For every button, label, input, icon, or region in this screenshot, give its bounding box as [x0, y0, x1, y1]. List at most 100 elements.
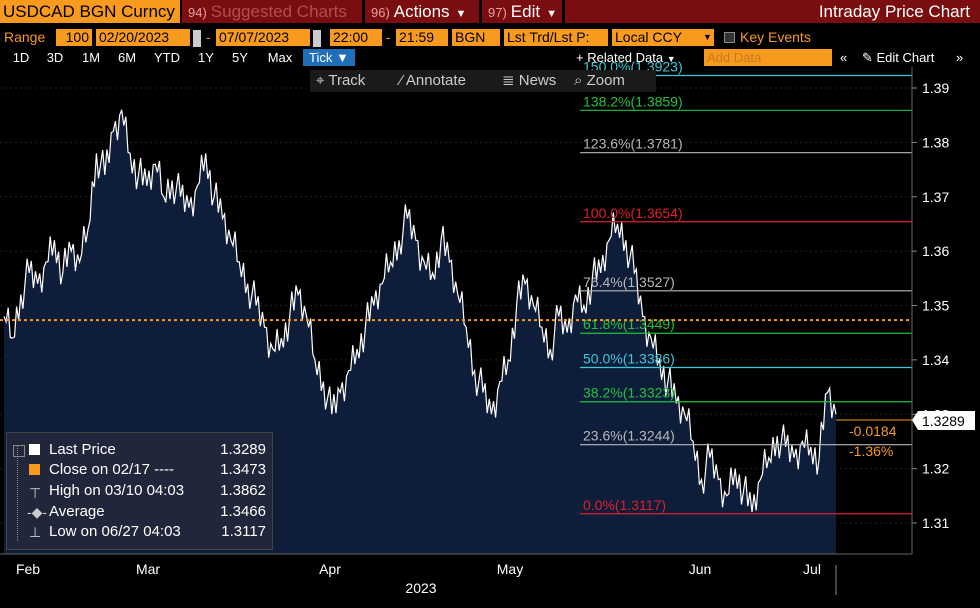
date-separator: -	[206, 29, 211, 45]
high-marker-icon: ⊤	[29, 485, 42, 501]
start-time-field[interactable]: 22:00	[330, 29, 382, 46]
period-button-1y[interactable]: 1Y	[198, 50, 214, 65]
pencil-icon: ✎	[862, 50, 877, 65]
legend-label: Low on 06/27 04:03	[49, 523, 181, 540]
collapse-icon[interactable]: «	[840, 50, 848, 65]
y-tick-label: 1.31	[922, 515, 949, 531]
track-label: Track	[328, 72, 366, 89]
chart-legend[interactable]: Last Price 1.3289 Close on 02/17 ---- 1.…	[6, 432, 273, 550]
period-button-1d[interactable]: 1D	[12, 50, 30, 65]
period-button-max[interactable]: Max	[267, 50, 293, 65]
fib-level-label: 50.0%(1.3386)	[583, 350, 675, 366]
annotate-tool[interactable]: ⁄ Annotate	[396, 70, 492, 92]
legend-value: 1.3862	[220, 482, 266, 499]
change-value: -0.0184	[849, 423, 897, 439]
legend-value: 1.3473	[220, 461, 266, 478]
x-tick-label: Feb	[16, 561, 40, 577]
calendar-icon[interactable]	[312, 29, 322, 48]
caret-down-icon[interactable]: ▼	[700, 29, 714, 46]
white-square-icon	[29, 444, 40, 455]
pencil-icon: ⁄	[400, 72, 403, 89]
fib-level-label: 38.2%(1.3323)	[583, 385, 675, 401]
actions-num: 96)	[371, 5, 390, 20]
key-events-checkbox[interactable]	[724, 32, 735, 43]
y-tick-label: 1.37	[922, 189, 949, 205]
suggested-charts-button[interactable]: 94) Suggested Charts	[182, 0, 362, 23]
plus-icon: +	[576, 50, 588, 65]
fib-level-label: 100.0%(1.3654)	[583, 205, 683, 221]
caret-down-icon: ▼	[335, 50, 349, 65]
x-tick-label: Jul	[803, 561, 821, 577]
y-tick-label: 1.34	[922, 352, 949, 368]
add-data-input[interactable]: Add Data	[704, 49, 832, 66]
y-tick-label: 1.38	[922, 134, 949, 150]
news-label: News	[518, 72, 557, 89]
end-time-field[interactable]: 21:59	[396, 29, 448, 46]
source-field[interactable]: BGN	[452, 29, 500, 46]
edit-label: Edit	[510, 2, 541, 21]
period-button-5y[interactable]: 5Y	[232, 50, 248, 65]
page-title: Intraday Price Chart	[565, 0, 980, 23]
period-button-1m[interactable]: 1M	[81, 50, 101, 65]
related-data-label: Related Data	[587, 50, 664, 65]
security-field[interactable]: USDCAD BGN Curncy	[0, 0, 180, 23]
related-data-menu[interactable]: + Related Data ▼	[576, 49, 676, 66]
edit-chart-button[interactable]: ✎ Edit Chart	[862, 49, 934, 66]
legend-item-close: Close on 02/17 ---- 1.3473	[7, 460, 272, 480]
legend-label: Average	[49, 503, 105, 520]
end-date-field[interactable]: 07/07/2023	[216, 29, 310, 46]
actions-label: Actions	[393, 2, 450, 21]
period-button-6m[interactable]: 6M	[117, 50, 137, 65]
fib-level-label: 138.2%(1.3859)	[583, 93, 683, 109]
fib-level-label: 61.8%(1.3449)	[583, 316, 675, 332]
legend-label: Close on 02/17 ----	[49, 461, 175, 478]
fib-level-label: 76.4%(1.3527)	[583, 274, 675, 290]
period-bar: 1D 3D 1M 6M YTD 1Y 5Y Max Tick ▼ + Relat…	[0, 49, 980, 67]
function-bar: USDCAD BGN Curncy 94) Suggested Charts 96…	[0, 0, 980, 24]
average-marker-icon: -◆-	[27, 504, 48, 520]
x-tick-label: May	[497, 561, 523, 577]
last-price-value: 1.3289	[922, 413, 965, 429]
period-field[interactable]: 100	[56, 29, 92, 46]
legend-label: Last Price	[49, 441, 116, 458]
year-label: 2023	[405, 580, 436, 596]
actions-menu[interactable]: 96) Actions ▼	[365, 0, 479, 23]
expand-icon[interactable]: »	[956, 50, 964, 65]
low-marker-icon: ⊥	[29, 524, 42, 540]
tick-dropdown[interactable]: Tick ▼	[303, 49, 355, 66]
time-separator: -	[386, 29, 391, 45]
x-tick-label: Mar	[136, 561, 160, 577]
edit-chart-label: Edit Chart	[876, 50, 935, 65]
square-icon	[13, 445, 25, 457]
y-tick-label: 1.32	[922, 461, 949, 477]
y-tick-label: 1.36	[922, 243, 949, 259]
caret-down-icon: ▼	[666, 54, 676, 64]
zoom-tool[interactable]: ⌕ Zoom	[568, 70, 656, 92]
start-date-field[interactable]: 02/20/2023	[96, 29, 190, 46]
price-type-dropdown[interactable]: Lst Trd/Lst P:	[504, 29, 608, 46]
orange-square-icon	[29, 464, 40, 475]
legend-item-low: ⊥ Low on 06/27 04:03 1.3117	[7, 522, 272, 542]
calendar-icon[interactable]	[192, 29, 202, 48]
crosshair-icon: ⌖	[316, 72, 325, 89]
currency-dropdown[interactable]: Local CCY	[612, 29, 700, 46]
change-pct: -1.36%	[849, 443, 893, 459]
annotate-label: Annotate	[405, 72, 466, 89]
period-button-ytd[interactable]: YTD	[154, 50, 180, 65]
caret-down-icon: ▼	[546, 8, 557, 20]
y-tick-label: 1.35	[922, 298, 949, 314]
legend-value: 1.3117	[221, 523, 266, 540]
news-tool[interactable]: ≣ News	[492, 70, 568, 92]
legend-item-last-price: Last Price 1.3289	[7, 440, 272, 460]
news-icon: ≣	[502, 72, 515, 89]
fib-level-label: 0.0%(1.3117)	[583, 497, 666, 513]
edit-menu[interactable]: 97) Edit ▼	[482, 0, 562, 23]
tick-label: Tick	[309, 50, 333, 65]
period-button-3d[interactable]: 3D	[46, 50, 64, 65]
last-price-marker: 1.3289	[912, 411, 975, 430]
suggested-label: Suggested Charts	[210, 2, 347, 21]
legend-label: High on 03/10 04:03	[49, 482, 185, 499]
legend-value: 1.3289	[220, 441, 266, 458]
track-tool[interactable]: ⌖ Track	[310, 70, 396, 92]
legend-item-high: ⊤ High on 03/10 04:03 1.3862	[7, 481, 272, 501]
